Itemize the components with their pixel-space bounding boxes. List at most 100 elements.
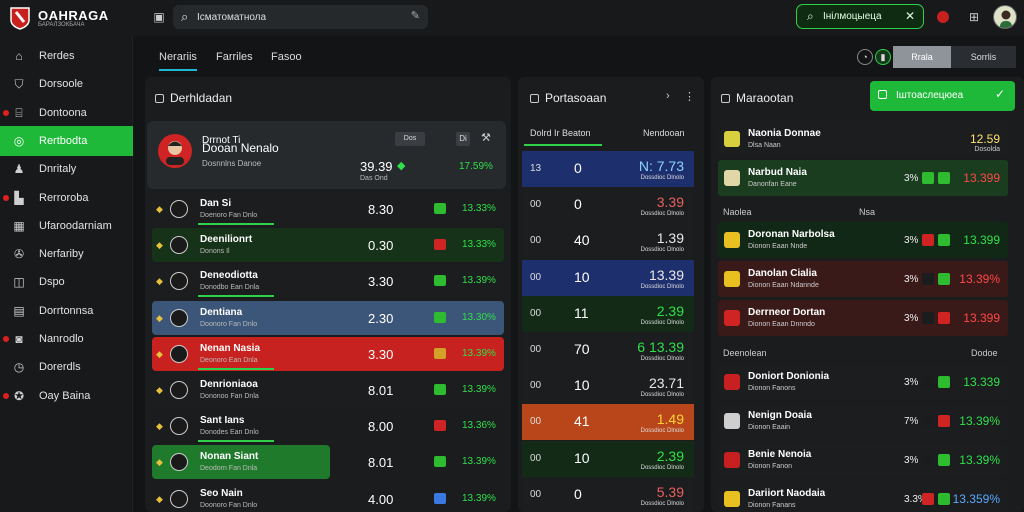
market-row[interactable]: Derrneor Dortan Dionon Eaan Dnnndo 3% 13.39… — [718, 300, 1008, 336]
market-badge-a[interactable] — [922, 273, 934, 285]
featured-dos-button[interactable]: Dos — [395, 132, 425, 146]
market-row[interactable]: Doniort Donionia Dionon Fanons 3% 13.339 — [718, 364, 1008, 400]
sidebar-item-11[interactable]: ◷ Dorerdls — [0, 352, 133, 382]
market-badge-a[interactable] — [922, 415, 934, 427]
notification-icon[interactable] — [934, 8, 952, 26]
market-row[interactable]: Benie Nenoia Dionon Fanon 3% 13.39% — [718, 442, 1008, 478]
market-badge-b[interactable] — [938, 172, 950, 184]
sidebar-item-4[interactable]: ♟ Dnritaly — [0, 154, 133, 184]
market-badge-b[interactable] — [938, 234, 950, 246]
tab-nerariis[interactable]: Nerariis — [159, 51, 197, 71]
market-badge-b[interactable] — [938, 273, 950, 285]
odds-row[interactable]: 00 40 1.39 Dossdioc Dlnolo — [522, 223, 694, 260]
market-badge-b[interactable] — [938, 493, 950, 505]
market-badge-a[interactable] — [922, 454, 934, 466]
odds-row[interactable]: 00 70 6 13.39 Dossdioc Dlnolo — [522, 332, 694, 368]
edit-icon[interactable]: ✎ — [410, 10, 420, 22]
checkbox-icon[interactable] — [721, 94, 730, 103]
segment-rrala[interactable]: Rrala — [893, 46, 951, 68]
tab-farriles[interactable]: Farriles — [216, 51, 253, 63]
settings-round-icon[interactable]: ◔ — [857, 49, 873, 65]
close-icon[interactable]: ✕ — [904, 9, 915, 23]
more-icon[interactable]: ⋮ — [684, 91, 695, 103]
market-pct: 3% — [904, 274, 919, 285]
sidebar-item-label: Dnritaly — [39, 163, 77, 176]
odds-row[interactable]: 13 0 N: 7.73 Dossdioc Dlnolo — [522, 151, 694, 187]
market-row[interactable]: Danolan Cialia Dionon Eaan Ndannde 3% 13.39… — [718, 261, 1008, 297]
sidebar-item-label: Nanrodlo — [39, 333, 84, 345]
menu-toggle-icon[interactable]: ▣ — [153, 10, 165, 24]
table-row[interactable]: ◆ Denrioniaoa Dononoo Fan Dnla 8.01 13.39% — [152, 373, 504, 407]
search-input[interactable] — [197, 9, 397, 25]
odds-row[interactable]: 00 11 2.39 Dossdioc Dlnolo — [522, 295, 694, 332]
market-badge-b[interactable] — [938, 312, 950, 324]
club-badge-icon — [170, 344, 188, 363]
odds-row[interactable]: 00 0 5.39 Dossdioc Dlnolo — [522, 476, 694, 512]
odds-sub: Dossdioc Dlnolo — [640, 500, 684, 507]
market-row[interactable]: Narbud Naia Danonfan Eane 3% 13.399 — [718, 160, 1008, 196]
table-row[interactable]: ◆ Seo Nain Doonoro Fan Dnlo 4.00 13.39% — [152, 481, 504, 512]
table-row[interactable]: ◆ Nenan Nasia Deonoro Ean Dnla 3.30 13.39% — [152, 336, 504, 371]
tab-fasoo[interactable]: Fasoo — [271, 51, 302, 63]
row-name: Seo Nain — [200, 487, 243, 499]
sidebar-item-5[interactable]: ▙ Rerroroba — [0, 183, 133, 213]
odds-row[interactable]: 00 10 23.71 Dossdioc Dlnolo — [522, 368, 694, 405]
grid-icon[interactable]: ⊞ — [968, 10, 980, 24]
odds-row[interactable]: 00 10 13.39 Dossdioc Dlnolo — [522, 259, 694, 296]
sidebar-item-12[interactable]: ✪ Oay Baina — [0, 381, 133, 411]
sidebar-item-7[interactable]: ✇ Nerfariby — [0, 239, 133, 269]
status-round-icon[interactable]: ▮ — [875, 49, 891, 65]
table-row[interactable]: ◆ Dentiana Doonoro Fan Dnlo 2.30 13.30% — [152, 300, 504, 335]
sidebar-item-10[interactable]: ◙ Nanrodlo — [0, 324, 133, 354]
row-name: Nonan Siant — [200, 451, 259, 463]
market-badge-a[interactable] — [922, 172, 934, 184]
table-row[interactable]: ◆ Nonan Siant Deodorn Fan Dnla 8.01 13.39% — [152, 445, 496, 480]
market-row[interactable]: Nenign Doaia Dionon Eaain 7% 13.39% — [718, 403, 1008, 439]
sidebar-item-8[interactable]: ◫ Dspo — [0, 267, 133, 297]
search-bar[interactable]: ⌕ ✎ — [173, 5, 428, 29]
sidebar-item-0[interactable]: ⌂ Rerdes — [0, 41, 133, 71]
right-green-button[interactable]: Іштоаслецюеа ✓ — [870, 81, 1015, 111]
table-row[interactable]: ◆ Deneodiotta Donodbo Ean Dnla 3.30 13.39% — [152, 264, 504, 299]
market-badge-a[interactable] — [922, 376, 934, 388]
market-badge-b[interactable] — [938, 376, 950, 388]
market-badge-b[interactable] — [938, 415, 950, 427]
featured-match-card[interactable]: Drrnot Ti Dooan Nenalo Dosnnlns Danoe Do… — [147, 121, 506, 189]
sidebar-item-1[interactable]: ⛉ Dorsoole — [0, 69, 133, 99]
featured-score: 39.39 — [360, 159, 393, 174]
market-badge-a[interactable] — [922, 493, 934, 505]
checkbox-icon[interactable] — [155, 94, 164, 103]
green-search-field[interactable]: ⌕ Інілмоцыеца ✕ — [796, 4, 924, 29]
row-name: Denrioniaoa — [200, 379, 258, 390]
odds-sub: Dossdioc Dlnolo — [640, 464, 684, 471]
odds-row[interactable]: 00 10 2.39 Dossdioc Dlnolo — [522, 440, 694, 477]
chevron-right-icon[interactable]: › — [666, 90, 670, 102]
row-sub: Doenoro Fan Dnlo — [200, 212, 258, 219]
market-row[interactable]: Naonia Donnae Dlsa Naan 12.59 Dosolda — [718, 121, 1008, 157]
sidebar-item-2[interactable]: ⌸ Dontoona — [0, 98, 133, 128]
table-row[interactable]: ◆ Sant Ians Donodes Ean Dnlo 8.00 13.36% — [152, 409, 504, 444]
odds-row[interactable]: 00 41 1.49 Dossdioc Dlnolo — [522, 404, 694, 441]
table-row[interactable]: ◆ Dan Si Doenoro Fan Dnlo 8.30 13.33% — [152, 192, 504, 226]
checkbox-icon[interactable] — [530, 94, 539, 103]
market-badge-a[interactable] — [922, 312, 934, 324]
row-pct: 13.39% — [462, 347, 496, 359]
row-status-badge — [434, 311, 446, 323]
featured-di-button[interactable]: Di — [456, 132, 470, 146]
table-row[interactable]: ◆ Deenilionrt Donons Il 0.30 13.33% — [152, 228, 504, 263]
market-value: 13.399 — [963, 171, 1000, 185]
sidebar-item-9[interactable]: ▤ Dorrtonnsa — [0, 296, 133, 326]
sidebar-item-3[interactable]: ◎ Rertbodta — [0, 125, 133, 156]
segment-sorrlis[interactable]: Sorrlis — [951, 46, 1016, 68]
team-crest-icon: ◆ — [156, 421, 163, 432]
row-score: 8.01 — [368, 455, 394, 471]
sidebar-item-6[interactable]: ▦ Ufaroodarniam — [0, 211, 133, 241]
market-badge-b[interactable] — [938, 454, 950, 466]
market-row[interactable]: Dariiort Naodaia Dionon Fanans 3.3% 13.359% — [718, 481, 1008, 512]
brand-logo-icon[interactable] — [8, 6, 32, 30]
avatar[interactable] — [993, 5, 1017, 29]
odds-row[interactable]: 00 0 3.39 Dossdioc Dlnolo — [522, 187, 694, 224]
tools-icon[interactable]: ⚒ — [481, 132, 491, 144]
market-badge-a[interactable] — [922, 234, 934, 246]
market-row[interactable]: Doronan Narbolsa Dionon Eaan Nnde 3% 13.399 — [718, 222, 1008, 258]
